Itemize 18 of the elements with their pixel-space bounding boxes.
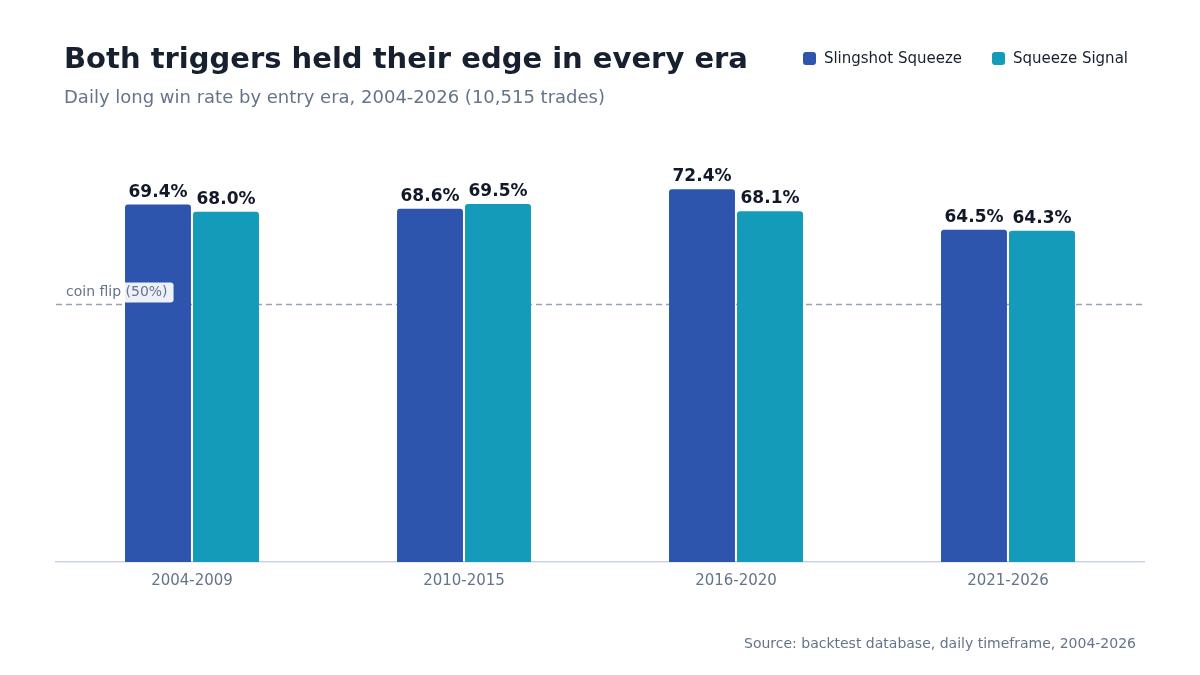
data-label: 69.4% [128,180,188,201]
data-label: 64.3% [1012,206,1072,227]
chart-subtitle: Daily long win rate by entry era, 2004-2026 (10,515 trades) [64,86,605,107]
data-label: 68.6% [400,184,460,205]
legend-label: Slingshot Squeeze [823,49,963,67]
data-label: 64.5% [944,205,1004,226]
ref-line-label: coin flip (50%) [66,283,168,300]
x-tick-label: 2010-2015 [423,570,505,589]
data-label: 68.1% [740,187,800,208]
x-tick-label: 2021-2026 [967,570,1049,589]
x-tick-label: 2004-2009 [151,570,233,589]
data-label: 69.5% [468,180,528,200]
data-label: 72.4% [672,165,732,186]
x-tick-label: 2016-2020 [695,570,777,589]
data-label: 68.0% [196,187,256,208]
source-note: Source: backtest database, daily timeframe, 2004-2026 [744,635,1136,651]
chart-title: Both triggers held their edge in every era [64,41,748,75]
legend-label: Squeeze Signal [1013,49,1128,67]
